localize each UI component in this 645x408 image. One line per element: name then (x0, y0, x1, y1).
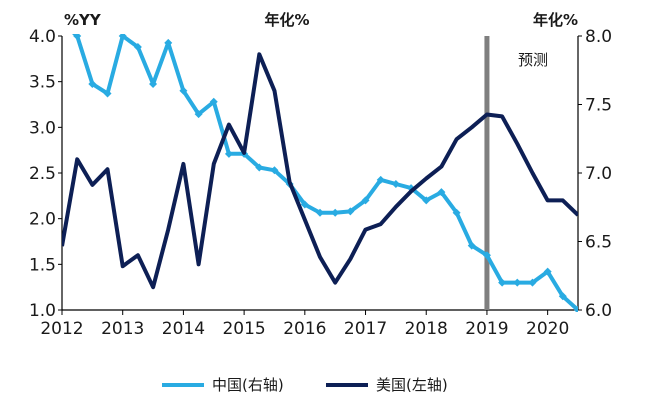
data-point-china (513, 278, 522, 287)
y-right-tick-label: 6.0 (585, 301, 612, 321)
y-left-tick-label: 1.5 (29, 255, 56, 275)
data-point-china (452, 208, 461, 217)
x-tick-label: 2012 (40, 319, 83, 339)
x-tick-label: 2016 (283, 319, 326, 339)
x-tick-label: 2014 (162, 319, 205, 339)
series-us (62, 52, 578, 290)
data-point-china (270, 166, 279, 175)
y-right-tick-label: 7.5 (585, 96, 612, 116)
y-right-tick-label: 8.0 (585, 27, 612, 47)
data-point-china (422, 196, 431, 205)
x-tick-label: 2020 (526, 319, 569, 339)
y-left-tick-label: 2.0 (29, 210, 56, 230)
x-tick-label: 2015 (222, 319, 265, 339)
data-point-china (467, 241, 476, 250)
y-left-tick-label: 2.5 (29, 164, 56, 184)
data-point-china (437, 188, 446, 197)
center-label: 年化% (264, 11, 309, 29)
data-point-china (300, 200, 309, 209)
data-point-china (73, 34, 82, 40)
data-point-china (255, 163, 264, 172)
data-point-china (88, 79, 97, 88)
data-point-china (543, 267, 552, 276)
y-left-tick-label: 3.0 (29, 118, 56, 138)
data-point-china (133, 42, 142, 51)
data-point-china (346, 207, 355, 216)
data-point-china (224, 149, 233, 158)
data-point-china (209, 97, 218, 106)
data-point-china (574, 306, 578, 312)
data-point-china (498, 278, 507, 287)
data-point-china (528, 278, 537, 287)
data-point-china (118, 34, 127, 40)
x-tick-label: 2017 (344, 319, 387, 339)
data-point-china (103, 89, 112, 98)
data-point-china (376, 175, 385, 184)
x-tick-label: 2019 (465, 319, 508, 339)
data-point-china (331, 208, 340, 217)
data-point-china (391, 179, 400, 188)
legend-label-china: 中国(右轴) (212, 376, 284, 394)
data-point-china (149, 79, 158, 88)
data-point-china (179, 86, 188, 95)
x-tick-label: 2013 (101, 319, 144, 339)
series-china (71, 34, 578, 312)
y-right-tick-label: 7.0 (585, 164, 612, 184)
legend: 中国(右轴) 美国(左轴) (162, 376, 448, 394)
y-right-tick-label: 6.5 (585, 233, 612, 253)
data-point-china (361, 196, 370, 205)
data-point-china (194, 110, 203, 119)
data-point-china (482, 251, 491, 260)
x-tick-label: 2018 (405, 319, 448, 339)
series-line-us (62, 52, 578, 290)
legend-label-us: 美国(左轴) (376, 376, 448, 394)
series-line-china (71, 34, 578, 312)
forecast-label: 预测 (518, 51, 548, 69)
y-left-tick-label: 3.5 (29, 73, 56, 93)
data-point-china (164, 38, 173, 47)
y-left-tick-label: 1.0 (29, 301, 56, 321)
left-axis-unit: %YY (64, 11, 102, 29)
data-point-china (558, 292, 567, 301)
right-axis-unit: 年化% (533, 11, 578, 29)
data-point-china (316, 208, 324, 217)
y-left-tick-label: 4.0 (29, 27, 56, 47)
